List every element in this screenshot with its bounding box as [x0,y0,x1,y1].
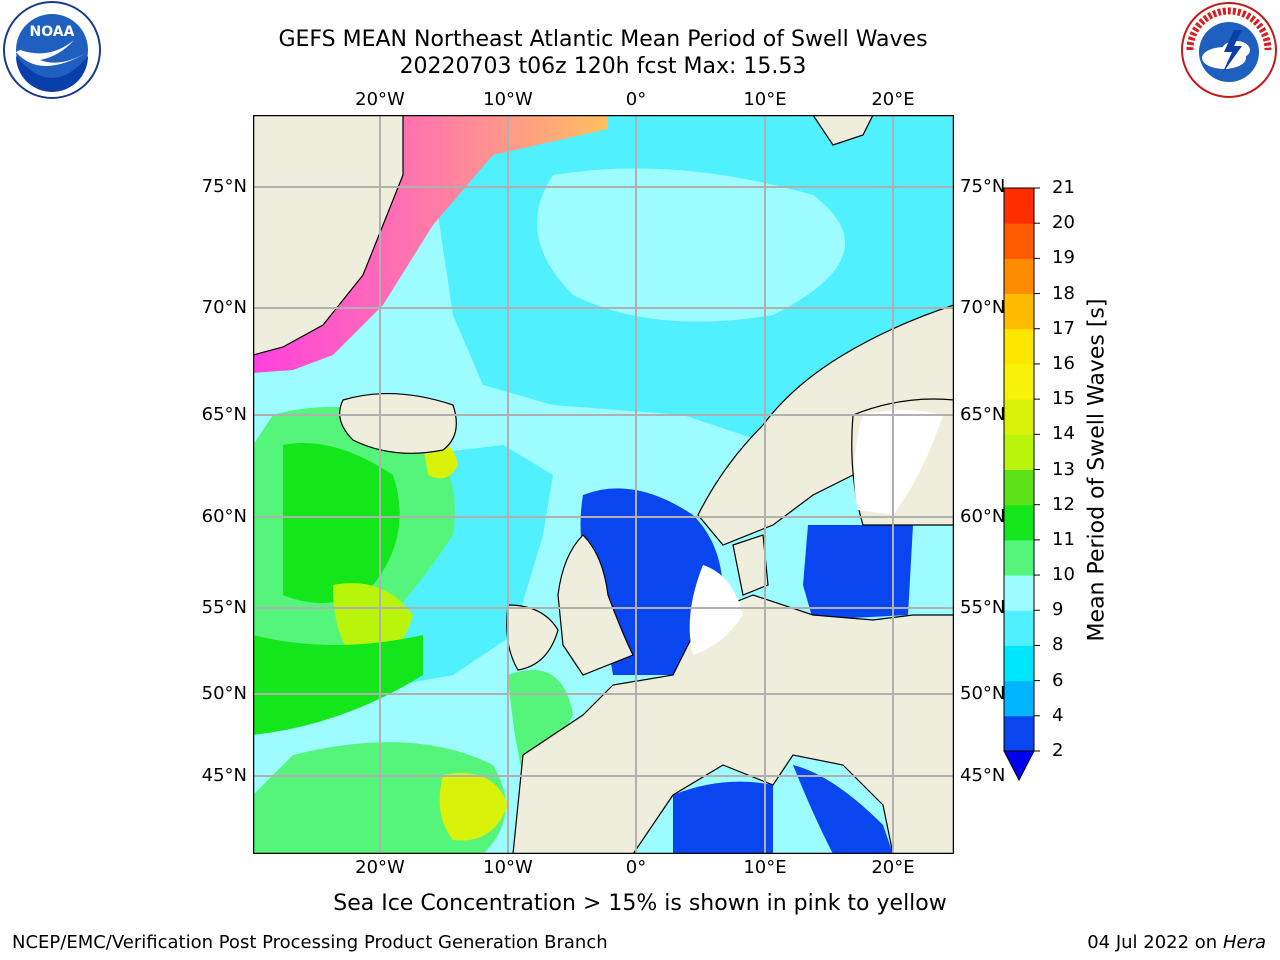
colorbar-tick-label: 15 [1052,388,1075,410]
lon-label-top: 20°W [355,89,405,110]
colorbar-tick-label: 4 [1052,704,1064,726]
colorbar-tick-label: 16 [1052,352,1075,374]
lon-label-bottom: 20°E [871,857,915,878]
lat-label-right: 50°N [960,683,1006,704]
lon-label-bottom: 10°E [743,857,787,878]
lon-label-top: 10°W [483,89,533,110]
nws-logo [1181,2,1277,98]
footer-credit: NCEP/EMC/Verification Post Processing Pr… [12,932,608,953]
land [253,115,954,854]
lat-label-left: 55°N [201,597,247,618]
footer-date: 04 Jul 2022 on Hera [1087,932,1266,953]
region-period-2-baltic [803,525,913,620]
colorbar-segment [1004,539,1034,576]
colorbar-segment [1004,504,1034,541]
region-period-14-b [439,773,508,841]
colorbar-segment [1004,328,1034,365]
lat-label-left: 45°N [201,765,247,786]
colorbar-tick-label: 11 [1052,528,1075,550]
colorbar-extend-arrow [1003,750,1035,782]
lon-label-bottom: 10°W [483,857,533,878]
colorbar-tick-label: 21 [1052,177,1075,198]
svalbard [812,115,874,146]
scandinavia [697,304,954,546]
colorbar-tick-label: 13 [1052,458,1075,480]
lon-label-bottom: 20°W [355,857,405,878]
iceland [339,392,457,454]
lat-label-left: 60°N [201,506,247,527]
lon-label-top: 20°E [871,89,915,110]
colorbar-segment [1004,469,1034,506]
colorbar-segment [1004,610,1034,646]
colorbar-tick-label: 20 [1052,212,1075,234]
lon-label-top: 10°E [743,89,787,110]
region-period-11-a [283,443,400,603]
footer-host: Hera [1222,932,1266,953]
colorbar-segment [1004,363,1034,400]
greenland [253,115,404,356]
colorbar-segment [1004,223,1034,259]
colorbar-tick-label: 6 [1052,669,1064,691]
swell-period-map [253,115,954,854]
graticule [253,115,954,854]
svg-text:NOAA: NOAA [30,24,75,40]
colorbar [1003,187,1040,782]
lat-label-right: 45°N [960,765,1006,786]
chart-subtitle: 20220703 t06z 120h fcst Max: 15.53 [399,54,807,79]
colorbar-segment [1004,293,1034,330]
lat-label-right: 70°N [960,297,1006,318]
region-period-10-b [508,670,573,775]
lon-label-bottom: 0° [625,857,647,878]
region-period-2-med [673,781,773,854]
denmark [732,534,769,596]
great-britain [557,534,634,676]
colorbar-segment [1004,680,1034,717]
no-data-wadden [689,565,743,655]
region-period-2-adriatic [793,765,893,854]
region-period-9-north [537,168,845,322]
colorbar-tick-label: 19 [1052,247,1075,269]
colorbar-segment [1004,645,1034,682]
sea-ice-note: Sea Ice Concentration > 15% is shown in … [333,891,947,916]
chart-title: GEFS MEAN Northeast Atlantic Mean Period… [278,27,928,52]
lat-label-right: 55°N [960,597,1006,618]
map-frame [253,115,954,854]
footer-date-text: 04 Jul 2022 on [1087,932,1223,953]
colorbar-tick-label: 18 [1052,282,1075,304]
colorbar-segment [1004,188,1034,224]
colorbar-segment [1004,575,1034,611]
lat-label-left: 70°N [201,297,247,318]
noaa-logo: NOAA [3,1,101,99]
colorbar-tick-label: 9 [1052,599,1064,621]
colorbar-tick-label: 17 [1052,317,1075,339]
colorbar-segment [1004,399,1034,435]
lat-label-left: 75°N [201,176,247,197]
lat-label-left: 50°N [201,683,247,704]
colorbar-segment [1004,258,1034,295]
lat-label-right: 60°N [960,506,1006,527]
colorbar-segment [1004,715,1034,752]
lat-label-right: 65°N [960,404,1006,425]
colorbar-tick-label: 2 [1052,740,1064,761]
lon-label-top: 0° [625,89,647,110]
no-data-gulf-bothnia [854,410,943,515]
colorbar-tick-label: 12 [1052,493,1075,515]
lat-label-right: 75°N [960,176,1006,197]
colorbar-tick-label: 14 [1052,423,1075,445]
colorbar-segment [1004,434,1034,470]
colorbar-title: Mean Period of Swell Waves [s] [1084,298,1110,642]
colorbar-tick-label: 10 [1052,564,1075,586]
colorbar-tick-label: 8 [1052,634,1064,656]
lat-label-left: 65°N [201,404,247,425]
